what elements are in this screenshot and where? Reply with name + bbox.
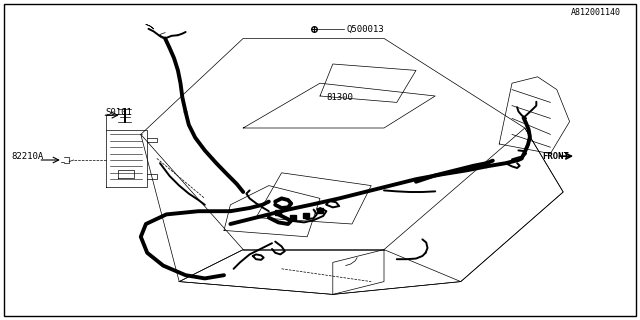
Text: 81300: 81300 xyxy=(326,93,353,102)
Text: FRONT: FRONT xyxy=(543,152,570,161)
Text: Q500013: Q500013 xyxy=(347,25,385,34)
Bar xyxy=(275,210,282,215)
Text: A812001140: A812001140 xyxy=(571,8,621,17)
Text: S0101: S0101 xyxy=(106,108,132,116)
Bar xyxy=(317,208,323,213)
Bar xyxy=(303,212,309,218)
Text: 82210A: 82210A xyxy=(12,152,44,161)
Bar xyxy=(290,215,296,220)
